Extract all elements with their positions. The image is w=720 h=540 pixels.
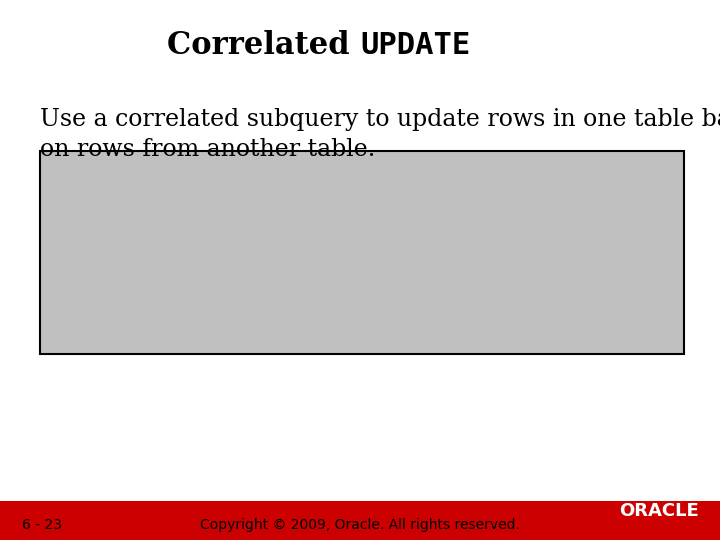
Text: Use a correlated subquery to update rows in one table based
on rows from another: Use a correlated subquery to update rows…: [40, 108, 720, 161]
Text: WHERE: WHERE: [49, 272, 343, 290]
Text: FROM: FROM: [49, 238, 343, 256]
Text: Copyright © 2009, Oracle. All rights reserved.: Copyright © 2009, Oracle. All rights res…: [200, 518, 520, 532]
Text: UPDATE: UPDATE: [360, 31, 470, 60]
Text: table2 alias2: table2 alias2: [343, 238, 484, 256]
Text: UPDATE: UPDATE: [49, 170, 125, 188]
Text: table1 alias1: table1 alias1: [125, 170, 266, 188]
Text: alias2.column);: alias2.column);: [49, 306, 505, 324]
Text: (SELECT: (SELECT: [223, 204, 310, 222]
Text: Correlated: Correlated: [167, 30, 360, 62]
Text: ORACLE: ORACLE: [618, 502, 698, 520]
Text: column =: column =: [125, 204, 223, 222]
Text: SET: SET: [49, 204, 125, 222]
Text: alias1.column =: alias1.column =: [343, 272, 505, 290]
Text: 6 - 23: 6 - 23: [22, 518, 62, 532]
Text: expression: expression: [310, 204, 419, 222]
